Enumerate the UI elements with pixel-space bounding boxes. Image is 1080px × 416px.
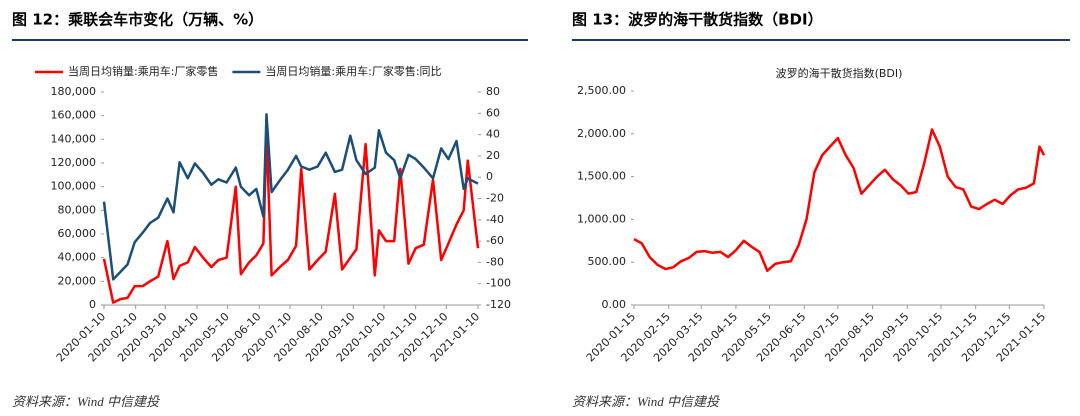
y2-tick-label: 40 bbox=[486, 128, 500, 141]
y-tick-label: 40,000 bbox=[58, 251, 97, 264]
y2-tick-label: 0 bbox=[486, 170, 493, 183]
y2-tick-label: -120 bbox=[486, 298, 511, 311]
y-tick-label: 80,000 bbox=[58, 203, 97, 216]
y2-tick-label: -20 bbox=[486, 192, 504, 205]
y2-tick-label: -60 bbox=[486, 234, 504, 247]
legend-label: 当周日均销量:乘用车:厂家零售:同比 bbox=[265, 64, 441, 78]
chart-title: 图 12：乘联会车市变化（万辆、%） bbox=[12, 11, 263, 29]
chart-title: 图 13：波罗的海干散货指数（BDI） bbox=[572, 11, 823, 29]
y-tick-label: 2,000.00 bbox=[577, 127, 626, 140]
y-tick-label: 500.00 bbox=[588, 255, 627, 268]
y2-tick-label: -80 bbox=[486, 255, 504, 268]
source-note: 资料来源：Wind 中信建投 bbox=[12, 394, 160, 409]
y2-tick-label: 60 bbox=[486, 106, 500, 119]
y-tick-label: 1,500.00 bbox=[577, 170, 626, 183]
y-tick-label: 180,000 bbox=[51, 85, 97, 98]
y-tick-label: 60,000 bbox=[58, 227, 97, 240]
y-tick-label: 0.00 bbox=[602, 298, 627, 311]
y-tick-label: 20,000 bbox=[58, 274, 97, 287]
y2-tick-label: -40 bbox=[486, 213, 504, 226]
y-tick-label: 120,000 bbox=[51, 156, 97, 169]
y2-tick-label: -100 bbox=[486, 277, 511, 290]
y-tick-label: 0 bbox=[89, 298, 96, 311]
chart-subtitle: 波罗的海干散货指数(BDI) bbox=[776, 66, 903, 80]
series-line bbox=[102, 132, 480, 304]
source-note: 资料来源：Wind 中信建投 bbox=[572, 394, 720, 409]
y-tick-label: 1,000.00 bbox=[577, 212, 626, 225]
y-tick-label: 160,000 bbox=[51, 109, 97, 122]
y-tick-label: 140,000 bbox=[51, 132, 97, 145]
y-tick-label: 100,000 bbox=[51, 180, 97, 193]
y-tick-label: 2,500.00 bbox=[577, 84, 626, 97]
y2-tick-label: 80 bbox=[486, 85, 500, 98]
y2-tick-label: 20 bbox=[486, 149, 500, 162]
legend-label: 当周日均销量:乘用车:厂家零售 bbox=[68, 64, 218, 78]
series-line bbox=[102, 113, 479, 281]
series-line bbox=[633, 128, 1046, 273]
